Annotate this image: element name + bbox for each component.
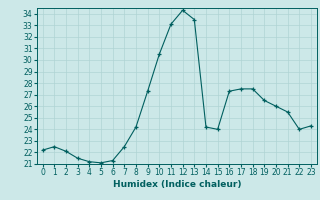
X-axis label: Humidex (Indice chaleur): Humidex (Indice chaleur): [113, 180, 241, 189]
